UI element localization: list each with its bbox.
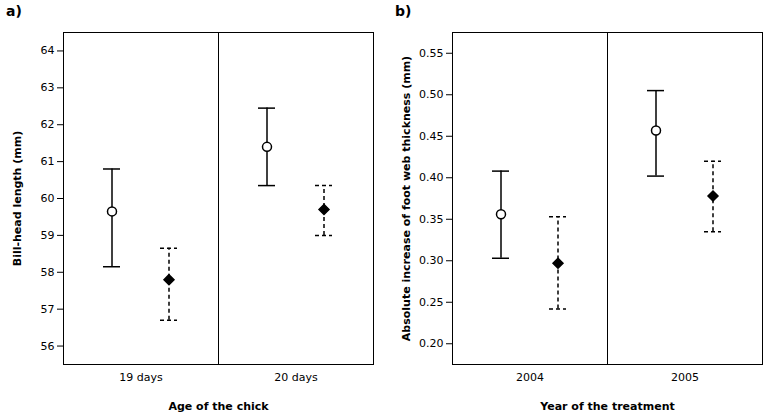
svg-text:0.55: 0.55: [419, 47, 444, 60]
svg-text:0.50: 0.50: [419, 88, 444, 101]
svg-text:2004: 2004: [516, 371, 544, 384]
svg-text:64: 64: [41, 44, 55, 57]
svg-text:2005: 2005: [671, 371, 699, 384]
svg-text:Absolute increase of foot web: Absolute increase of foot web thickness …: [400, 56, 413, 341]
svg-text:Bill-head length (mm): Bill-head length (mm): [11, 131, 24, 267]
svg-text:0.30: 0.30: [419, 254, 444, 267]
svg-text:63: 63: [41, 81, 55, 94]
svg-text:0.20: 0.20: [419, 337, 444, 350]
svg-text:58: 58: [41, 266, 55, 279]
svg-text:19 days: 19 days: [119, 371, 163, 384]
svg-text:59: 59: [41, 229, 55, 242]
svg-text:62: 62: [41, 118, 55, 131]
svg-text:0.45: 0.45: [419, 130, 444, 143]
html-text:a): a): [6, 3, 22, 19]
svg-text:60: 60: [41, 192, 55, 205]
svg-text:56: 56: [41, 340, 55, 353]
svg-text:Age of the chick: Age of the chick: [168, 400, 269, 413]
svg-text:Year of the treatment: Year of the treatment: [539, 400, 674, 413]
html-text:b): b): [395, 3, 412, 19]
svg-text:0.40: 0.40: [419, 171, 444, 184]
svg-text:20 days: 20 days: [274, 371, 318, 384]
svg-text:61: 61: [41, 155, 55, 168]
svg-text:0.25: 0.25: [419, 296, 444, 309]
svg-text:0.35: 0.35: [419, 213, 444, 226]
svg-text:57: 57: [41, 303, 55, 316]
